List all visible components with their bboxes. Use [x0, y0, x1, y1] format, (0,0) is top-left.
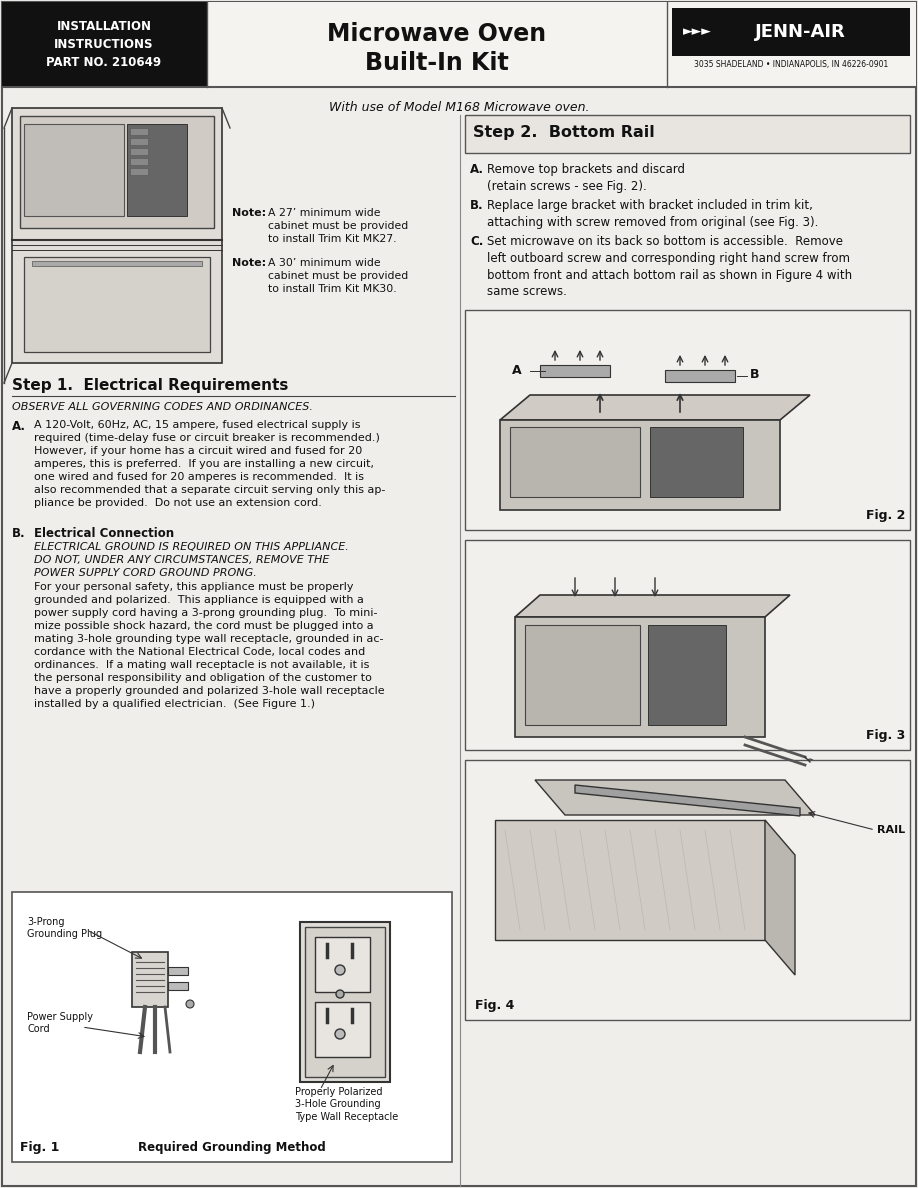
Bar	[132, 952, 168, 1007]
Bar	[515, 617, 765, 737]
Bar	[130, 128, 148, 135]
Bar	[648, 625, 726, 725]
Polygon shape	[765, 820, 795, 975]
Bar	[127, 124, 187, 216]
Bar	[168, 967, 188, 975]
Text: Remove top brackets and discard
(retain screws - see Fig. 2).: Remove top brackets and discard (retain …	[487, 163, 685, 192]
Text: Properly Polarized
3-Hole Grounding
Type Wall Receptacle: Properly Polarized 3-Hole Grounding Type…	[295, 1087, 398, 1121]
Text: For your personal safety, this appliance must be properly
grounded and polarized: For your personal safety, this appliance…	[34, 582, 385, 709]
Bar	[465, 310, 910, 530]
Bar	[315, 1001, 370, 1057]
Text: Power Supply
Cord: Power Supply Cord	[27, 1012, 93, 1035]
Polygon shape	[500, 394, 810, 421]
Polygon shape	[535, 781, 815, 815]
Text: Set microwave on its back so bottom is accessible.  Remove
left outboard screw a: Set microwave on its back so bottom is a…	[487, 235, 852, 298]
Polygon shape	[515, 595, 790, 617]
Text: JENN-AIR: JENN-AIR	[755, 23, 845, 42]
Text: Fig. 3: Fig. 3	[866, 729, 905, 742]
Polygon shape	[575, 785, 800, 816]
Text: A 120-Volt, 60Hz, AC, 15 ampere, fused electrical supply is
required (time-delay: A 120-Volt, 60Hz, AC, 15 ampere, fused e…	[34, 421, 386, 508]
Text: Note:: Note:	[232, 258, 266, 268]
Bar	[665, 369, 735, 383]
Bar	[465, 541, 910, 750]
Text: INSTALLATION
INSTRUCTIONS
PART NO. 210649: INSTALLATION INSTRUCTIONS PART NO. 21064…	[47, 20, 162, 69]
Text: B: B	[750, 368, 759, 381]
Circle shape	[336, 990, 344, 998]
Bar	[32, 261, 202, 266]
Bar	[500, 421, 780, 510]
Text: Step 1.  Electrical Requirements: Step 1. Electrical Requirements	[12, 378, 288, 393]
Text: Microwave Oven: Microwave Oven	[328, 23, 546, 46]
Bar	[672, 8, 910, 56]
Text: 3-Prong
Grounding Plug: 3-Prong Grounding Plug	[27, 917, 102, 940]
Bar	[525, 625, 640, 725]
Text: Step 2.  Bottom Rail: Step 2. Bottom Rail	[473, 125, 655, 140]
Text: ►►►: ►►►	[683, 25, 711, 38]
Polygon shape	[495, 820, 765, 940]
Bar	[315, 937, 370, 992]
Circle shape	[806, 759, 814, 767]
Text: Electrical Connection: Electrical Connection	[34, 527, 174, 541]
Bar	[24, 257, 210, 352]
Bar	[130, 138, 148, 145]
Text: Built-In Kit: Built-In Kit	[365, 51, 509, 75]
Bar	[300, 922, 390, 1082]
Circle shape	[335, 965, 345, 975]
Text: A.: A.	[12, 421, 26, 432]
Text: OBSERVE ALL GOVERNING CODES AND ORDINANCES.: OBSERVE ALL GOVERNING CODES AND ORDINANC…	[12, 402, 313, 412]
Text: Note:: Note:	[232, 208, 266, 219]
Bar	[2, 2, 207, 87]
Text: Required Grounding Method: Required Grounding Method	[138, 1140, 326, 1154]
Bar	[130, 168, 148, 175]
Text: With use of Model M168 Microwave oven.: With use of Model M168 Microwave oven.	[329, 101, 589, 114]
Text: RAIL: RAIL	[877, 824, 905, 835]
Bar	[305, 927, 385, 1078]
Text: A 27’ minimum wide
cabinet must be provided
to install Trim Kit MK27.: A 27’ minimum wide cabinet must be provi…	[268, 208, 409, 245]
Text: A.: A.	[470, 163, 484, 176]
Bar	[12, 892, 452, 1162]
Text: B.: B.	[470, 200, 484, 211]
Bar	[667, 2, 916, 87]
Circle shape	[186, 1000, 194, 1007]
Bar	[24, 124, 124, 216]
Bar	[510, 426, 640, 497]
Bar	[130, 148, 148, 154]
Bar	[465, 760, 910, 1020]
Bar	[12, 108, 222, 364]
Text: Fig. 4: Fig. 4	[475, 999, 514, 1012]
Text: A 30’ minimum wide
cabinet must be provided
to install Trim Kit MK30.: A 30’ minimum wide cabinet must be provi…	[268, 258, 409, 295]
Bar	[650, 426, 743, 497]
Text: Fig. 2: Fig. 2	[866, 508, 905, 522]
Bar	[207, 2, 667, 87]
Text: A: A	[512, 364, 522, 377]
Text: C.: C.	[470, 235, 484, 248]
Text: Replace large bracket with bracket included in trim kit,
attaching with screw re: Replace large bracket with bracket inclu…	[487, 200, 818, 229]
Circle shape	[335, 1029, 345, 1040]
Bar	[465, 115, 910, 153]
Text: Fig. 1: Fig. 1	[20, 1140, 60, 1154]
Text: ELECTRICAL GROUND IS REQUIRED ON THIS APPLIANCE.
DO NOT, UNDER ANY CIRCUMSTANCES: ELECTRICAL GROUND IS REQUIRED ON THIS AP…	[34, 542, 349, 579]
Text: B.: B.	[12, 527, 26, 541]
Bar	[130, 158, 148, 165]
Bar	[540, 365, 610, 377]
Bar	[20, 116, 214, 228]
Bar	[168, 982, 188, 990]
Text: 3035 SHADELAND • INDIANAPOLIS, IN 46226-0901: 3035 SHADELAND • INDIANAPOLIS, IN 46226-…	[694, 61, 888, 70]
